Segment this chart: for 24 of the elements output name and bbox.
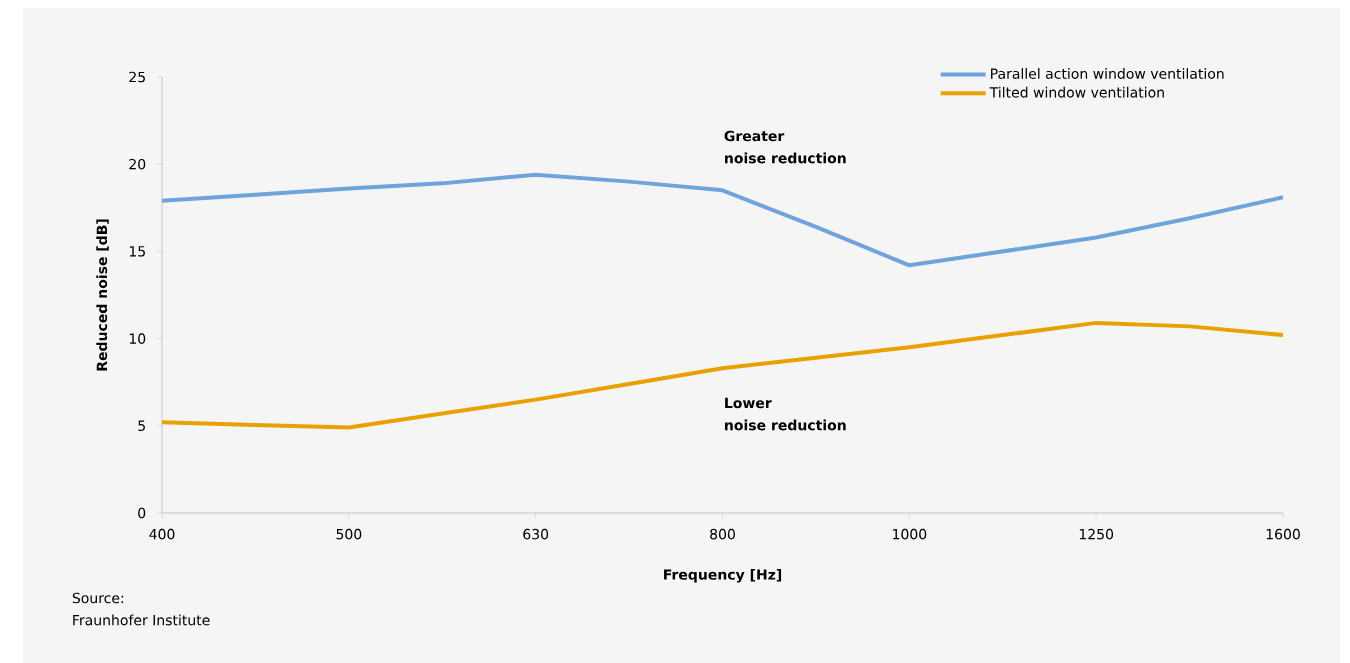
text: Fraunhofer Institute — [73, 614, 210, 626]
y-tick-label: 0 — [138, 507, 146, 519]
y-tick-label: 10 — [129, 333, 146, 344]
x-tick-label: 400 — [149, 528, 175, 540]
legend-label: Parallel action window ventilation — [991, 68, 1224, 79]
y-tick-label: 5 — [138, 420, 145, 431]
x-tick-label: 800 — [710, 528, 735, 540]
x-tick-label: 1000 — [893, 528, 927, 540]
y-tick-label: 15 — [129, 246, 145, 257]
x-axis-title: Frequency [Hz] — [664, 568, 782, 583]
source-note: Source: — [72, 592, 124, 604]
annotation: Greater — [724, 130, 785, 142]
annotation: noise reduction — [725, 419, 846, 431]
y-axis-title: Reduced noise [dB] — [96, 219, 109, 371]
y-tick-label: 20 — [129, 158, 146, 170]
x-tick-label: 630 — [523, 528, 549, 540]
x-tick-label: 1250 — [1079, 528, 1114, 540]
annotation: Lower — [725, 397, 772, 409]
x-tick-label: 500 — [336, 528, 362, 540]
legend-label: Tilted window ventilation — [989, 86, 1164, 98]
x-tick-label: 1600 — [1266, 528, 1300, 540]
annotation: noise reduction — [725, 152, 846, 164]
line-series — [162, 320, 1284, 430]
y-tick-label: 25 — [129, 71, 145, 83]
